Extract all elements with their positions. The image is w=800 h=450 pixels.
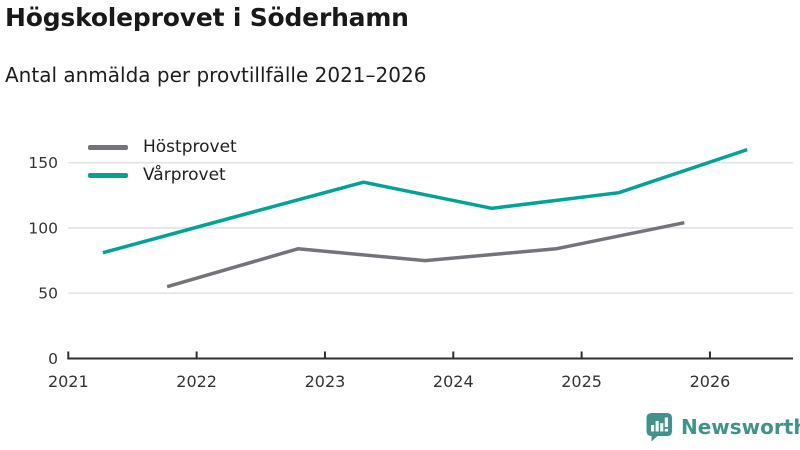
chart-subtitle: Antal anmälda per provtillfälle 2021–202…	[5, 63, 427, 87]
legend-label-hostprovet: Höstprovet	[143, 136, 237, 157]
brand-name: Newsworthy	[681, 414, 800, 439]
x-tick-label-2024: 2024	[433, 372, 474, 391]
x-tick-label-2026: 2026	[690, 372, 731, 391]
bar-chart-speech-bubble-icon	[646, 413, 672, 442]
series-line-1	[102, 147, 748, 255]
x-tick-label-2022: 2022	[176, 372, 217, 391]
varprovet-line-swatch	[88, 172, 128, 178]
series-line-0	[166, 220, 685, 289]
legend-item-hostprovet: Höstprovet	[88, 133, 237, 161]
x-tick-label-2025: 2025	[561, 372, 602, 391]
chart-title: Högskoleprovet i Söderhamn	[5, 3, 409, 32]
legend-label-varprovet: Vårprovet	[143, 164, 226, 185]
y-tick-label-100: 100	[28, 219, 58, 237]
legend-item-varprovet: Vårprovet	[88, 161, 237, 189]
y-tick-label-50: 50	[38, 285, 58, 303]
y-tick-label-0: 0	[48, 350, 58, 368]
x-tick-label-2021: 2021	[48, 372, 89, 391]
y-tick-label-150: 150	[28, 154, 58, 172]
chart-legend: Höstprovet Vårprovet	[88, 133, 237, 189]
hostprovet-line-swatch	[88, 144, 128, 150]
x-tick-label-2023: 2023	[305, 372, 346, 391]
newsworthy-logo: Newsworthy	[644, 411, 800, 442]
